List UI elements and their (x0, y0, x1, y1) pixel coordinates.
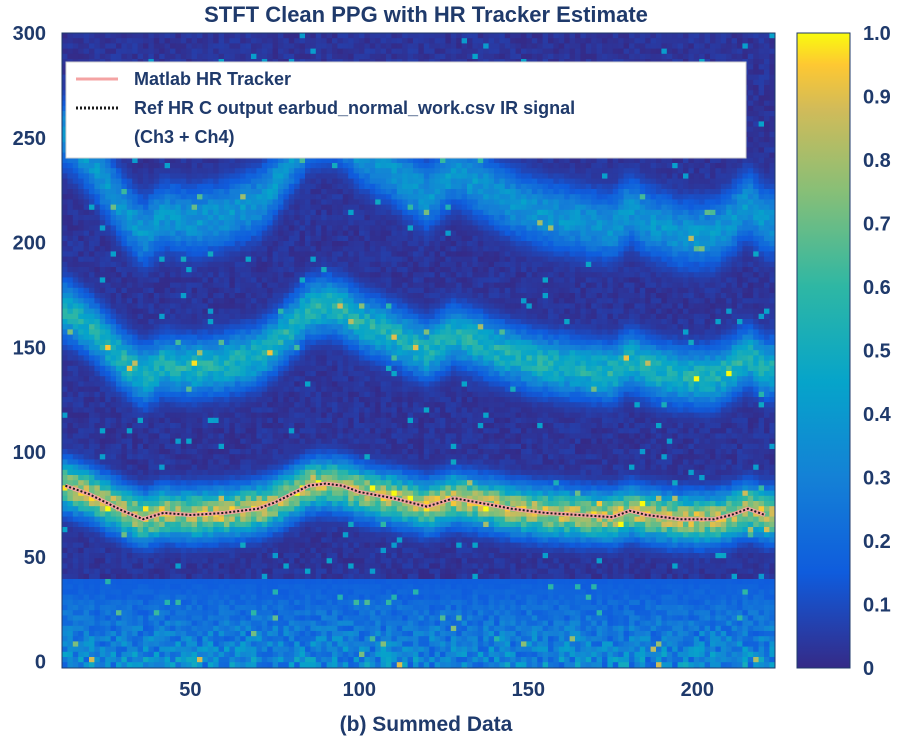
colorbar-tick-label: 0.7 (863, 214, 891, 236)
colorbar-tick-label: 0.4 (863, 404, 892, 426)
x-tick-label: 200 (681, 679, 714, 701)
y-axis-ticks: 0 50 100 150 200 250 300 (13, 23, 46, 674)
colorbar-tick-label: 0.1 (863, 595, 891, 617)
colorbar-ticks: 1.0 0.9 0.8 0.7 0.6 0.5 0.4 0.3 0.2 0.1 0 (863, 23, 892, 680)
y-tick-label: 50 (24, 547, 46, 569)
colorbar-tick-label: 0.5 (863, 341, 891, 363)
y-tick-label: 0 (35, 652, 46, 674)
y-tick-label: 150 (13, 337, 46, 359)
legend-label-matlab-hr-tracker: Matlab HR Tracker (134, 69, 291, 89)
x-axis-ticks: 50 100 150 200 (179, 679, 714, 701)
colorbar-tick-label: 0.2 (863, 531, 891, 553)
colorbar-tick-label: 1.0 (863, 23, 891, 45)
colorbar-tick-label: 0 (863, 658, 874, 680)
legend-label-ref-hr-line2: (Ch3 + Ch4) (134, 127, 235, 147)
x-axis-label: (b) Summed Data (340, 713, 513, 736)
x-tick-label: 100 (343, 679, 376, 701)
chart-title: STFT Clean PPG with HR Tracker Estimate (204, 2, 648, 27)
colorbar-tick-label: 0.6 (863, 277, 891, 299)
colorbar-tick-label: 0.9 (863, 87, 891, 109)
colorbar-tick-label: 0.3 (863, 468, 891, 490)
legend-label-ref-hr: Ref HR C output earbud_normal_work.csv I… (134, 98, 575, 118)
legend: Matlab HR Tracker Ref HR C output earbud… (65, 61, 747, 159)
y-tick-label: 300 (13, 23, 46, 45)
colorbar-tick-label: 0.8 (863, 150, 891, 172)
x-tick-label: 50 (179, 679, 201, 701)
y-tick-label: 250 (13, 128, 46, 150)
y-tick-label: 100 (13, 442, 46, 464)
legend-box (65, 61, 747, 159)
series-line-ref-hr (65, 482, 766, 521)
colorbar (796, 32, 851, 669)
plot-frame (61, 32, 776, 669)
x-tick-label: 150 (512, 679, 545, 701)
y-tick-label: 200 (13, 233, 46, 255)
